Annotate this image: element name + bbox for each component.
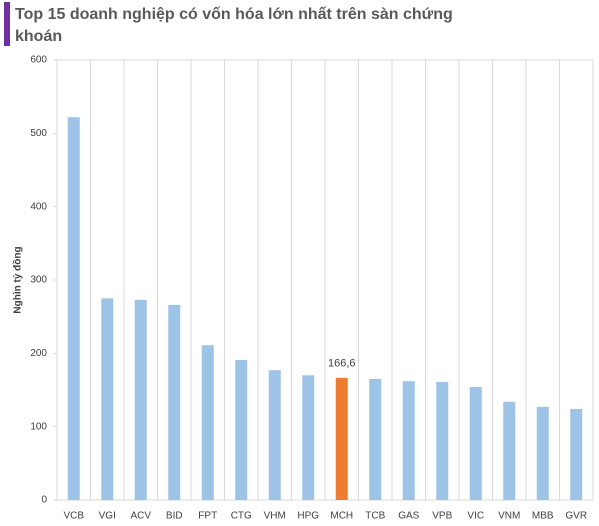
- y-tick-label: 0: [41, 495, 47, 506]
- bar: [101, 298, 114, 500]
- bar: [302, 375, 315, 500]
- bar: [67, 117, 80, 500]
- y-tick-label: 400: [30, 201, 47, 212]
- bar: [503, 401, 516, 500]
- title-accent: [4, 2, 10, 46]
- x-tick-label: VNM: [498, 511, 520, 522]
- bar: [134, 299, 147, 500]
- x-tick-label: MBB: [532, 511, 554, 522]
- bar: [369, 379, 382, 500]
- x-tick-label: FPT: [198, 511, 217, 522]
- x-tick-label: CTG: [231, 511, 252, 522]
- x-tick-label: VGI: [99, 511, 116, 522]
- y-tick-label: 300: [30, 275, 47, 286]
- chart-title: Top 15 doanh nghiệp có vốn hóa lớn nhất …: [15, 6, 453, 45]
- bar: [335, 377, 348, 500]
- x-tick-label: HPG: [297, 511, 319, 522]
- x-tick-label: VCB: [63, 511, 84, 522]
- x-tick-label: BID: [166, 511, 183, 522]
- value-label: 166,6: [328, 358, 356, 370]
- bar: [469, 387, 482, 500]
- bar: [402, 381, 415, 500]
- x-tick-label: VHM: [264, 511, 286, 522]
- bar: [201, 345, 214, 500]
- x-tick-label: GAS: [398, 511, 419, 522]
- y-tick-label: 200: [30, 348, 47, 359]
- x-tick-label: GVR: [565, 511, 587, 522]
- bar: [436, 381, 449, 500]
- bar: [168, 304, 181, 500]
- y-tick-label: 500: [30, 128, 47, 139]
- x-tick-label: TCB: [365, 511, 385, 522]
- x-tick-label: ACV: [130, 511, 151, 522]
- x-tick-label: MCH: [330, 511, 353, 522]
- bar: [235, 359, 248, 500]
- x-tick-label: VPB: [432, 511, 452, 522]
- y-axis-label: Nghìn tỷ đồng: [12, 246, 24, 313]
- bar: [268, 370, 281, 500]
- x-tick-label: VIC: [467, 511, 484, 522]
- bar: [570, 409, 583, 500]
- y-tick-label: 600: [30, 55, 47, 66]
- y-tick-label: 100: [30, 421, 47, 432]
- bar: [536, 406, 549, 500]
